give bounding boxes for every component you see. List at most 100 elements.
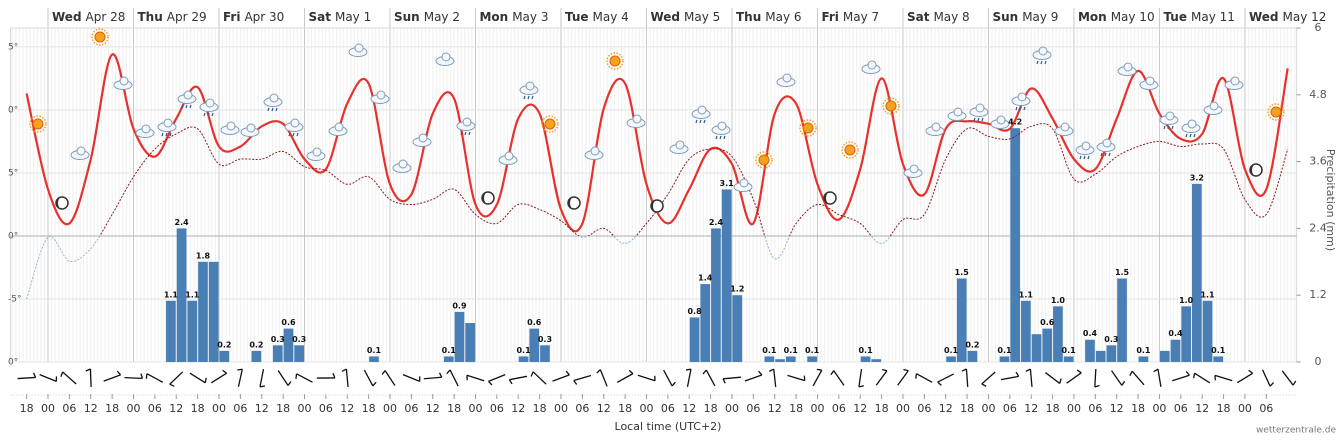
day-date: May 8 <box>933 10 969 24</box>
bar-label: 0.2 <box>965 340 979 349</box>
sun-icon <box>886 101 896 111</box>
x-tick-label: 06 <box>233 402 247 415</box>
cloud-puff <box>227 122 235 130</box>
x-tick-label: 06 <box>62 402 76 415</box>
bar-label: 3.2 <box>1190 173 1204 182</box>
bar-label: 0.1 <box>1136 346 1151 355</box>
cloud-puff <box>676 141 684 149</box>
wind-barb <box>260 386 265 387</box>
precipitation-bar <box>711 228 721 362</box>
x-tick-label: 00 <box>981 402 995 415</box>
precipitation-bar <box>444 356 454 362</box>
x-tick-label: 00 <box>639 402 653 415</box>
day-label: Sun May 2 <box>394 10 460 24</box>
x-tick-label: 12 <box>853 402 867 415</box>
day-weekday: Mon <box>479 10 508 24</box>
x-tick-label: 12 <box>84 402 98 415</box>
cloud-puff <box>377 91 385 99</box>
x-tick-label: 00 <box>41 402 55 415</box>
wind-arrow <box>238 369 242 387</box>
precipitation-bar <box>1000 356 1010 362</box>
wind-barb <box>509 380 512 384</box>
cloud-puff <box>932 123 940 131</box>
bar-label: 1.0 <box>1051 296 1066 305</box>
wind-barb <box>61 372 63 377</box>
day-date: May 3 <box>512 10 548 24</box>
credit: wetterzentrale.de <box>1256 426 1337 436</box>
sun-icon <box>610 56 620 66</box>
day-weekday: Fri <box>821 10 838 24</box>
wind-arrow <box>813 370 822 386</box>
precipitation-bar <box>219 351 229 362</box>
bar-label: 0.3 <box>538 335 552 344</box>
wind-arrow <box>834 371 844 386</box>
bar-label: 1.5 <box>1115 268 1130 277</box>
day-weekday: Sun <box>394 10 420 24</box>
precipitation-bar <box>765 356 775 362</box>
x-tick-label: 18 <box>789 402 803 415</box>
wind-arrow <box>687 369 690 387</box>
wind-barb <box>597 370 601 373</box>
x-tick-label: 06 <box>1259 402 1273 415</box>
bar-label: 1.2 <box>730 285 744 294</box>
wind-arrow <box>489 375 506 382</box>
wind-barb <box>447 370 450 374</box>
wind-barb <box>759 371 762 375</box>
wind-arrow <box>260 369 264 387</box>
x-tick-label: 18 <box>1131 402 1145 415</box>
x-tick-label: 06 <box>746 402 760 415</box>
x-tick-label: 00 <box>810 402 824 415</box>
cloud-puff <box>335 123 343 131</box>
wind-barb <box>903 369 908 370</box>
precipitation-bar <box>1064 356 1074 362</box>
wind-barb <box>1060 379 1061 384</box>
precipitation-bar <box>1192 184 1202 362</box>
wind-arrow <box>1067 373 1082 383</box>
bar-label: 0.1 <box>858 346 873 355</box>
y2-tick-label: 1.2 <box>1309 288 1327 301</box>
wind-barb <box>373 382 376 386</box>
day-date: May 6 <box>765 10 801 24</box>
wind-barb <box>769 369 773 371</box>
bar-label: 0.4 <box>1168 329 1183 338</box>
x-tick-label: 00 <box>212 402 226 415</box>
wind-arrow <box>278 370 288 385</box>
wind-barb <box>170 384 175 386</box>
wind-arrow <box>1158 369 1161 387</box>
cloud-puff <box>1166 112 1174 120</box>
bar-label: 2.4 <box>709 218 724 227</box>
cloud-puff <box>505 152 513 160</box>
x-tick-label: 12 <box>255 402 269 415</box>
bar-label: 0.9 <box>452 301 467 310</box>
x-tick-label: 18 <box>875 402 889 415</box>
day-date: Apr 29 <box>167 10 207 24</box>
wind-arrow <box>297 374 313 382</box>
x-tick-label: 00 <box>127 402 141 415</box>
precipitation-bar <box>1139 356 1149 362</box>
wind-arrow <box>190 373 205 383</box>
cloud-puff <box>206 99 214 107</box>
wind-arrow <box>1112 371 1122 386</box>
x-tick-label: 12 <box>939 402 953 415</box>
y2-tick-label: 6 <box>1315 21 1322 34</box>
cloud-puff <box>1210 102 1218 110</box>
bar-label: 0.1 <box>442 346 457 355</box>
wind-barb <box>1270 383 1273 387</box>
x-tick-label: 18 <box>1046 402 1060 415</box>
wind-arrow <box>1195 373 1210 383</box>
x-tick-label: 12 <box>682 402 696 415</box>
wind-barb <box>566 371 569 375</box>
cloud-puff <box>910 165 918 173</box>
wind-arrow <box>1045 373 1059 384</box>
precipitation-bar <box>968 351 978 362</box>
bar-label: 0.1 <box>762 346 777 355</box>
wind-arrow <box>90 369 91 387</box>
precipitation-bar <box>1213 356 1223 362</box>
wind-barb <box>342 369 346 371</box>
wind-arrow <box>467 375 484 381</box>
precipitation-bar <box>690 317 700 362</box>
day-date: May 2 <box>424 10 460 24</box>
